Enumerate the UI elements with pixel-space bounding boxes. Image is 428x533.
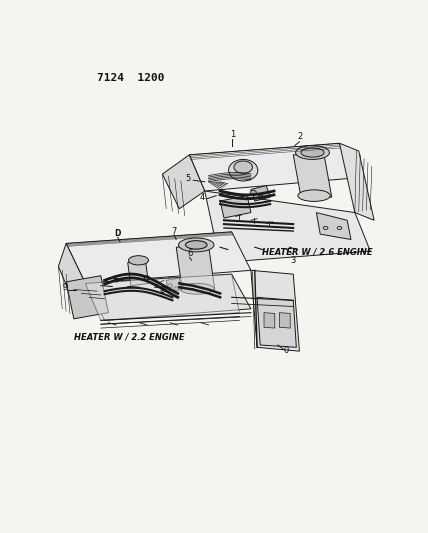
Ellipse shape	[180, 284, 214, 294]
Polygon shape	[176, 246, 215, 291]
Text: 7124  1200: 7124 1200	[97, 73, 164, 83]
Ellipse shape	[250, 190, 256, 195]
Polygon shape	[251, 185, 270, 201]
Polygon shape	[58, 244, 85, 309]
Polygon shape	[205, 191, 370, 263]
Polygon shape	[264, 313, 275, 328]
Polygon shape	[128, 260, 149, 286]
Ellipse shape	[128, 256, 149, 265]
Ellipse shape	[258, 195, 264, 199]
Polygon shape	[189, 143, 355, 191]
Text: 7: 7	[172, 227, 177, 236]
Polygon shape	[316, 213, 351, 239]
Ellipse shape	[185, 241, 207, 249]
Text: D: D	[115, 229, 121, 238]
Text: HEATER W / 2.2 ENGINE: HEATER W / 2.2 ENGINE	[74, 333, 184, 342]
Polygon shape	[293, 155, 332, 197]
Ellipse shape	[234, 161, 253, 173]
Ellipse shape	[301, 148, 324, 157]
Polygon shape	[162, 155, 205, 209]
Polygon shape	[339, 143, 374, 220]
Text: 2: 2	[298, 132, 303, 141]
Polygon shape	[66, 276, 108, 319]
Ellipse shape	[229, 159, 258, 181]
Polygon shape	[166, 278, 181, 291]
Polygon shape	[66, 232, 251, 284]
Text: 5: 5	[185, 174, 191, 183]
Ellipse shape	[168, 284, 172, 288]
Ellipse shape	[298, 190, 330, 201]
Polygon shape	[85, 274, 239, 320]
Polygon shape	[220, 196, 251, 218]
Text: 3: 3	[290, 256, 296, 265]
Polygon shape	[257, 297, 296, 348]
Ellipse shape	[296, 146, 330, 159]
Polygon shape	[85, 274, 251, 320]
Ellipse shape	[178, 238, 214, 252]
Text: 1: 1	[230, 130, 235, 139]
Text: 0: 0	[283, 346, 288, 354]
Polygon shape	[251, 270, 300, 351]
Text: 8: 8	[159, 286, 165, 295]
Text: 4: 4	[199, 193, 205, 202]
Text: HEATER W / 2.6 ENGINE: HEATER W / 2.6 ENGINE	[262, 248, 373, 257]
Text: 6: 6	[187, 249, 192, 259]
Polygon shape	[279, 313, 290, 328]
Ellipse shape	[174, 287, 178, 290]
Text: 9: 9	[62, 284, 68, 292]
